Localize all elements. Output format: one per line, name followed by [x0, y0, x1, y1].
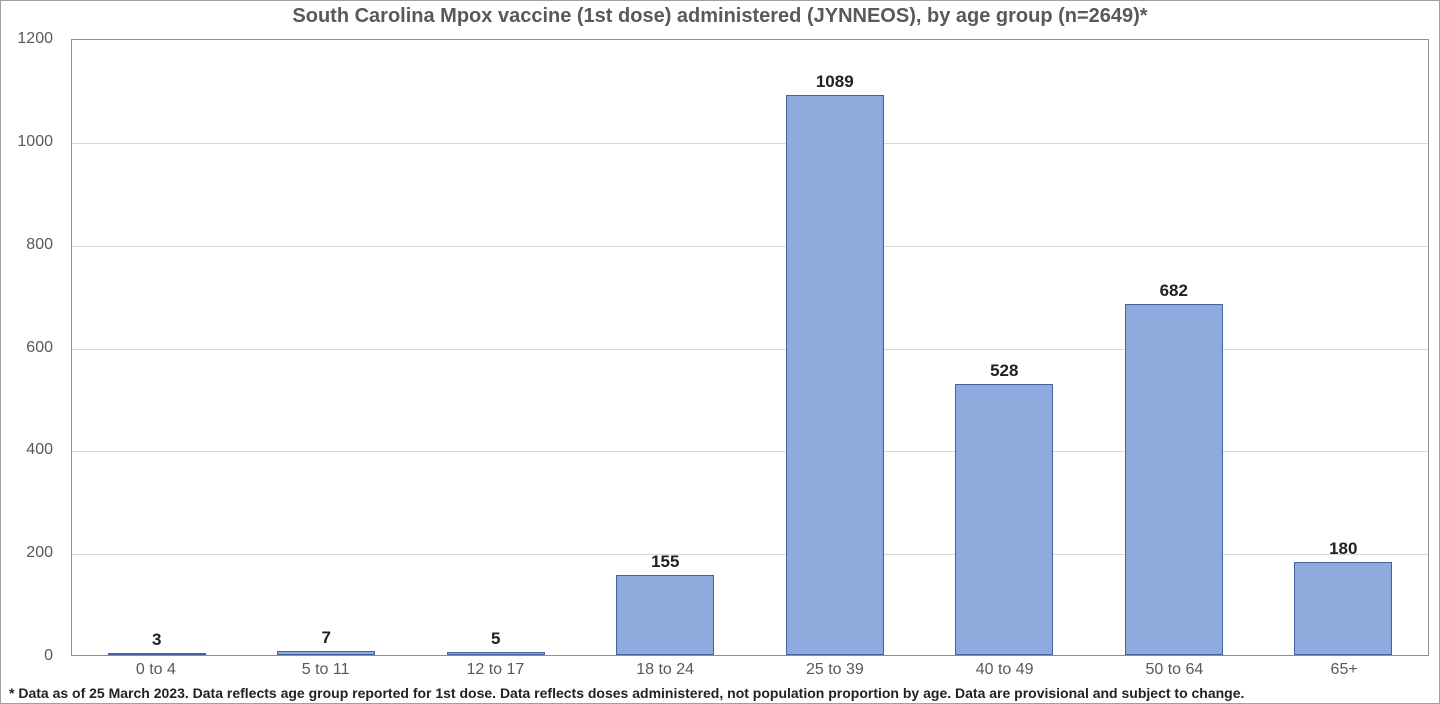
bar — [1294, 562, 1392, 655]
x-tick-label: 12 to 17 — [411, 661, 581, 679]
bar-value-label: 5 — [491, 629, 500, 649]
y-tick-label: 0 — [44, 647, 53, 665]
bar-value-label: 180 — [1329, 539, 1357, 559]
bar-slot: 155 — [581, 38, 751, 655]
bar-value-label: 7 — [322, 628, 331, 648]
x-tick-label: 50 to 64 — [1090, 661, 1260, 679]
x-tick-label: 5 to 11 — [241, 661, 411, 679]
bar-slot: 682 — [1089, 38, 1259, 655]
bar-value-label: 528 — [990, 361, 1018, 381]
plot-area: 3 7 5 155 1089 528 682 180 — [71, 39, 1429, 656]
bar-slot: 7 — [242, 38, 412, 655]
bar — [786, 95, 884, 655]
x-tick-label: 40 to 49 — [920, 661, 1090, 679]
bar — [1125, 304, 1223, 655]
chart-footnote: * Data as of 25 March 2023. Data reflect… — [9, 685, 1244, 701]
chart-container: South Carolina Mpox vaccine (1st dose) a… — [0, 0, 1440, 704]
bar — [955, 384, 1053, 655]
y-tick-label: 800 — [26, 236, 53, 254]
bar — [108, 653, 206, 655]
bar — [447, 652, 545, 655]
y-tick-label: 600 — [26, 339, 53, 357]
bar-value-label: 1089 — [816, 72, 854, 92]
y-tick-label: 1200 — [17, 30, 53, 48]
bar-value-label: 155 — [651, 552, 679, 572]
bar — [616, 575, 714, 655]
x-tick-label: 18 to 24 — [580, 661, 750, 679]
bars-area: 3 7 5 155 1089 528 682 180 — [72, 38, 1428, 655]
y-tick-label: 1000 — [17, 133, 53, 151]
y-tick-label: 200 — [26, 544, 53, 562]
x-axis: 0 to 45 to 1112 to 1718 to 2425 to 3940 … — [71, 661, 1429, 679]
bar-slot: 528 — [920, 38, 1090, 655]
bar-slot: 1089 — [750, 38, 920, 655]
bar-value-label: 3 — [152, 630, 161, 650]
bar — [277, 651, 375, 655]
bar-slot: 180 — [1259, 38, 1429, 655]
bar-slot: 5 — [411, 38, 581, 655]
x-tick-label: 65+ — [1259, 661, 1429, 679]
x-tick-label: 0 to 4 — [71, 661, 241, 679]
chart-title: South Carolina Mpox vaccine (1st dose) a… — [1, 5, 1439, 28]
bar-slot: 3 — [72, 38, 242, 655]
x-tick-label: 25 to 39 — [750, 661, 920, 679]
y-tick-label: 400 — [26, 441, 53, 459]
y-axis: 020040060080010001200 — [1, 39, 63, 656]
bar-value-label: 682 — [1160, 281, 1188, 301]
